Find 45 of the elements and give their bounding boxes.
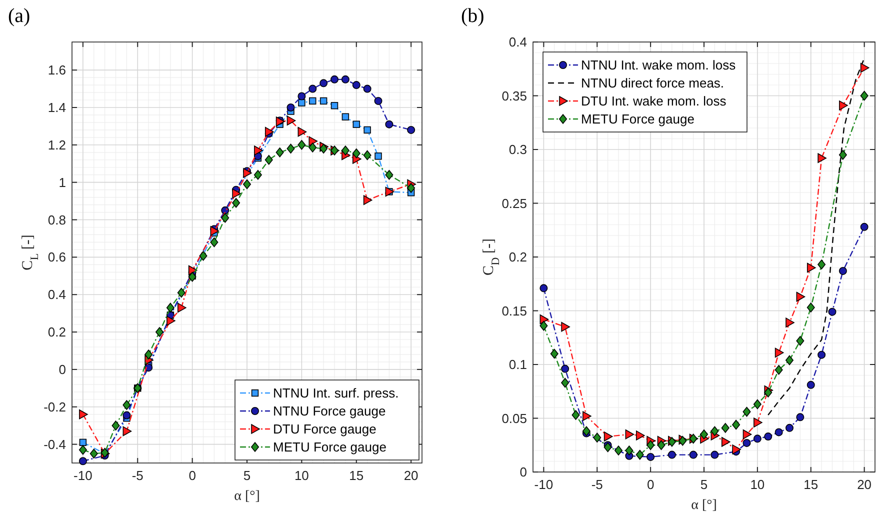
chart-title: (a) [8,5,30,27]
y-tick-label: 0.6 [48,250,66,265]
x-tick-label: 20 [857,477,872,492]
x-axis-title: α [°] [691,498,717,513]
chart-title: (b) [461,5,484,27]
y-tick-label: 0.4 [48,287,66,302]
legend-label: NTNU Force gauge [273,404,386,418]
y-tick-label: 1.2 [48,137,66,152]
y-tick-label: 0.25 [502,196,527,211]
x-tick-label: -5 [132,468,144,483]
y-tick-label: 0.1 [508,357,527,372]
legend-label: METU Force gauge [581,112,694,126]
legend-label: METU Force gauge [273,440,386,454]
y-tick-label: 0.15 [502,303,527,318]
x-tick-label: 15 [804,477,818,492]
y-tick-label: 0.4 [508,34,527,50]
y-tick-label: 0.3 [508,142,527,157]
legend-label: NTNU direct force meas. [581,76,724,90]
y-tick-label: 1.4 [48,100,66,115]
x-tick-label: -10 [74,468,92,483]
y-tick-label: 0.35 [502,88,527,104]
x-tick-label: -10 [534,477,554,492]
x-tick-label: 5 [700,477,708,492]
y-tick-label: 1 [58,174,66,190]
x-tick-label: 5 [243,468,251,483]
x-tick-label: 10 [294,468,309,483]
y-tick-label: -0.4 [44,436,66,452]
x-axis-title: α [°] [234,489,260,504]
legend-label: DTU Int. wake mom. loss [581,94,727,108]
x-tick-label: 0 [188,468,196,483]
x-tick-label: 0 [646,477,654,492]
x-tick-label: 10 [750,477,765,492]
x-tick-label: -5 [591,477,603,492]
y-tick-label: 0.05 [502,410,527,426]
y-tick-label: -0.2 [44,399,66,414]
y-tick-label: 0.8 [48,212,66,228]
y-tick-label: 0.2 [508,250,527,264]
x-tick-label: 15 [349,468,364,483]
y-tick-label: 0.2 [48,324,66,340]
x-tick-label: 20 [404,468,418,483]
legend-label: NTNU Int. surf. press. [273,386,399,400]
legend-label: DTU Force gauge [273,422,376,436]
y-tick-label: 0 [58,362,66,377]
legend-label: NTNU Int. wake mom. loss [581,58,736,72]
y-tick-label: 1.6 [48,62,66,78]
